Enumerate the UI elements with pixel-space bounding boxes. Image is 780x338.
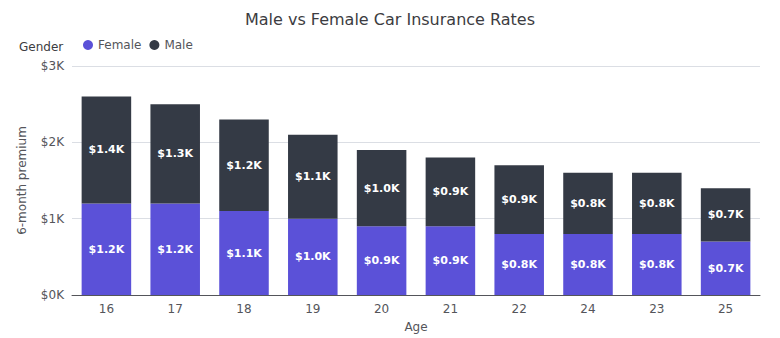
svg-text:$0.8K: $0.8K bbox=[501, 258, 537, 271]
svg-text:$0.9K: $0.9K bbox=[364, 254, 400, 267]
svg-text:$0.9K: $0.9K bbox=[433, 185, 469, 198]
svg-text:$1.1K: $1.1K bbox=[295, 170, 331, 183]
svg-text:25: 25 bbox=[718, 302, 733, 316]
svg-text:20: 20 bbox=[374, 302, 389, 316]
svg-text:$1.2K: $1.2K bbox=[226, 159, 262, 172]
svg-text:Gender: Gender bbox=[19, 40, 63, 54]
svg-text:6-month premium: 6-month premium bbox=[15, 126, 29, 235]
svg-text:$0.8K: $0.8K bbox=[570, 197, 606, 210]
svg-text:$0.7K: $0.7K bbox=[708, 262, 744, 275]
svg-text:Female: Female bbox=[98, 38, 141, 52]
svg-text:$0.9K: $0.9K bbox=[433, 254, 469, 267]
svg-text:24: 24 bbox=[580, 302, 595, 316]
svg-text:$0.8K: $0.8K bbox=[639, 258, 675, 271]
svg-text:Male: Male bbox=[164, 38, 192, 52]
svg-text:23: 23 bbox=[649, 302, 664, 316]
svg-text:$1.4K: $1.4K bbox=[89, 143, 125, 156]
svg-text:$1.3K: $1.3K bbox=[157, 147, 193, 160]
svg-text:$1.1K: $1.1K bbox=[226, 247, 262, 260]
svg-text:$1.2K: $1.2K bbox=[89, 243, 125, 256]
svg-text:16: 16 bbox=[99, 302, 114, 316]
svg-text:19: 19 bbox=[305, 302, 320, 316]
svg-text:$3K: $3K bbox=[41, 59, 65, 73]
svg-text:$0.9K: $0.9K bbox=[501, 193, 537, 206]
svg-text:$1.2K: $1.2K bbox=[157, 243, 193, 256]
svg-text:$1.0K: $1.0K bbox=[364, 182, 400, 195]
svg-text:$0.8K: $0.8K bbox=[570, 258, 606, 271]
svg-text:Age: Age bbox=[404, 320, 427, 334]
svg-text:17: 17 bbox=[168, 302, 183, 316]
svg-text:22: 22 bbox=[512, 302, 527, 316]
svg-text:Male vs Female Car Insurance R: Male vs Female Car Insurance Rates bbox=[245, 10, 535, 29]
svg-text:21: 21 bbox=[443, 302, 458, 316]
svg-text:$1K: $1K bbox=[41, 212, 65, 226]
svg-text:$1.0K: $1.0K bbox=[295, 250, 331, 263]
svg-text:$0.8K: $0.8K bbox=[639, 197, 675, 210]
svg-text:$2K: $2K bbox=[41, 135, 65, 149]
svg-text:$0K: $0K bbox=[41, 288, 65, 302]
svg-text:$0.7K: $0.7K bbox=[708, 208, 744, 221]
svg-text:18: 18 bbox=[236, 302, 251, 316]
